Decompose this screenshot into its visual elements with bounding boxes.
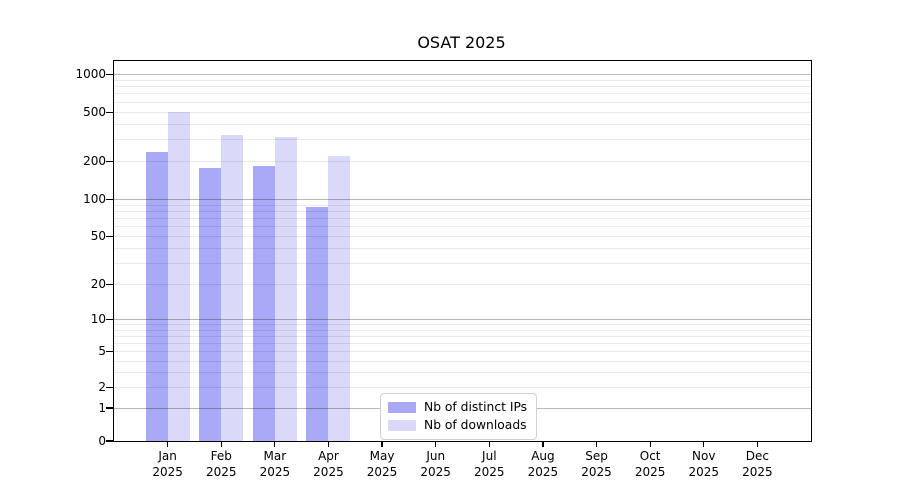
gridline-minor — [114, 123, 811, 125]
x-tick-label-may: May 2025 — [366, 449, 398, 479]
gridline-minor — [114, 335, 811, 337]
y-tick-label: 5 — [98, 344, 106, 359]
x-tick-label-oct: Oct 2025 — [634, 449, 666, 479]
x-tick-mark — [595, 441, 598, 447]
x-tick-mark — [649, 441, 651, 447]
y-tick-label: 1000 — [75, 66, 106, 81]
x-tick-label-jun: Jun 2025 — [420, 449, 451, 479]
gridline-minor — [114, 226, 811, 228]
y-tick-label: 200 — [83, 154, 106, 169]
y-tick-label: 20 — [90, 277, 106, 292]
bar-nb-of-distinct-ips-feb — [199, 167, 222, 441]
x-tick-label-apr: Apr 2025 — [313, 449, 344, 479]
legend-label-distinct-ips: Nb of distinct IPs — [424, 400, 528, 414]
x-tick-label-feb: Feb 2025 — [205, 449, 237, 479]
x-tick-mark — [756, 441, 758, 447]
chart-title: OSAT 2025 — [417, 33, 506, 52]
gridline-minor — [114, 79, 811, 81]
y-tick-mark — [106, 283, 113, 286]
gridline-minor — [114, 101, 811, 103]
gridline-major — [114, 198, 811, 200]
gridline-minor — [114, 161, 811, 163]
bar-nb-of-downloads-mar — [274, 137, 297, 441]
legend-item-distinct-ips: Nb of distinct IPs — [388, 400, 527, 415]
gridline-major — [114, 318, 811, 320]
gridline-minor — [114, 235, 811, 237]
gridline-minor — [114, 360, 811, 362]
bar-nb-of-distinct-ips-mar — [252, 166, 275, 441]
x-tick-label-mar: Mar 2025 — [259, 449, 291, 479]
x-tick-mark — [488, 441, 490, 447]
gridline-major — [114, 73, 811, 75]
gridline-minor — [114, 342, 811, 344]
gridline-minor — [114, 111, 811, 113]
plot-area: 0 1 2 5 10 20 50 100 200 500 1000 Jan 2025 Feb 2025 Mar… — [75, 60, 812, 479]
y-tick-mark — [106, 198, 113, 200]
y-tick-mark — [106, 73, 113, 76]
y-tick-mark — [106, 407, 113, 409]
gridline-minor — [114, 204, 811, 206]
legend-item-downloads: Nb of downloads — [388, 418, 527, 433]
y-tick-label: 100 — [83, 191, 106, 206]
y-tick-label: 50 — [90, 228, 106, 243]
y-tick-label: 10 — [90, 311, 106, 326]
x-tick-label-jul: Jul 2025 — [474, 449, 505, 479]
y-tick-label: 0 — [98, 433, 106, 448]
x-tick-mark — [435, 441, 437, 447]
gridline-minor — [114, 247, 811, 249]
x-tick-mark — [381, 441, 383, 447]
gridline-minor — [114, 329, 811, 331]
y-tick-mark — [106, 161, 113, 163]
gridline-minor — [114, 262, 811, 264]
legend-swatch-downloads-icon — [388, 420, 416, 431]
x-tick-mark — [167, 441, 169, 447]
x-tick-mark — [220, 441, 222, 447]
bar-nb-of-distinct-ips-apr — [306, 206, 329, 441]
gridline-minor — [114, 284, 811, 286]
y-tick-mark — [106, 318, 113, 320]
x-tick-label-dec: Dec 2025 — [742, 449, 773, 479]
bar-nb-of-distinct-ips-jan — [145, 152, 168, 441]
bar-nb-of-downloads-jan — [167, 112, 190, 441]
gridline-minor — [114, 210, 811, 212]
gridline-minor — [114, 139, 811, 141]
gridline-minor — [114, 323, 811, 325]
legend-label-downloads: Nb of downloads — [424, 418, 527, 432]
y-tick-mark — [106, 235, 113, 238]
x-tick-mark — [327, 441, 330, 447]
gridline-minor — [114, 218, 811, 219]
y-tick-mark — [106, 111, 113, 113]
y-tick-mark — [106, 440, 113, 442]
x-tick-label-aug: Aug 2025 — [527, 449, 559, 479]
bar-nb-of-downloads-apr — [328, 155, 351, 441]
x-tick-mark — [703, 441, 705, 447]
legend: Nb of distinct IPs Nb of downloads — [380, 393, 538, 440]
x-tick-label-sep: Sep 2025 — [581, 449, 612, 479]
gridline-minor — [114, 387, 811, 389]
y-tick-mark — [106, 350, 113, 353]
x-tick-mark — [274, 441, 276, 447]
y-tick-label: 1 — [98, 400, 106, 415]
legend-swatch-distinct-ips-icon — [388, 402, 416, 413]
x-tick-mark — [542, 441, 544, 447]
y-tick-mark — [106, 387, 113, 389]
gridline-minor — [114, 351, 811, 353]
gridline-minor — [114, 372, 811, 374]
bar-nb-of-downloads-feb — [221, 134, 244, 441]
y-tick-label: 500 — [83, 104, 106, 119]
x-tick-label-jan: Jan 2025 — [152, 449, 183, 479]
gridline-minor — [114, 93, 811, 95]
x-tick-label-nov: Nov 2025 — [688, 449, 720, 479]
gridline-minor — [114, 86, 811, 88]
y-tick-label: 2 — [98, 380, 106, 395]
